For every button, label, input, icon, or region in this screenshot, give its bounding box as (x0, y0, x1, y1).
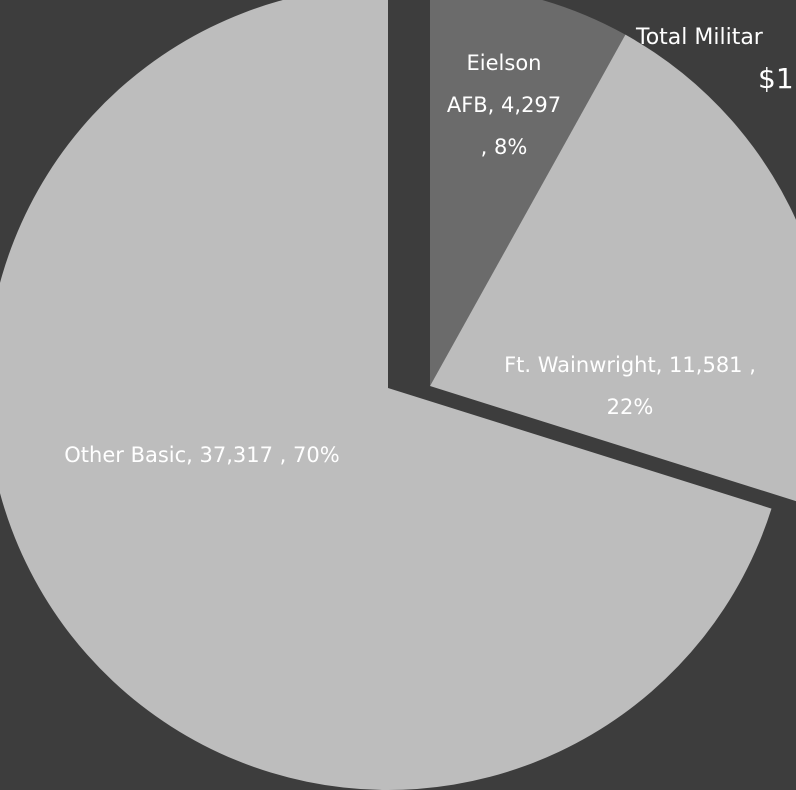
chart-title: Total Militar (635, 25, 764, 50)
labels-layer: Eielson AFB, 4,297 , 8% Ft. Wainwright, 11,… (64, 51, 756, 467)
slice-label: Ft. Wainwright, 11,581 , 22% (504, 353, 756, 419)
slice-label: Eielson AFB, 4,297 , 8% (447, 51, 561, 159)
pie-slice-ft-wainwright (430, 34, 796, 502)
chart-subtitle: $1 (758, 62, 794, 95)
slice-label-line: 22% (607, 395, 654, 419)
pie-slice-eielson-afb (430, 0, 626, 386)
slice-label-line: Eielson (467, 51, 542, 75)
slice-label-line: Other Basic, 37,317 , 70% (64, 443, 339, 467)
slice-label-line: , 8% (481, 135, 528, 159)
slice-label-line: AFB, 4,297 (447, 93, 561, 117)
slice-label-line: Ft. Wainwright, 11,581 , (504, 353, 756, 377)
slice-label: Other Basic, 37,317 , 70% (64, 443, 339, 467)
pie-slice-other-basic (0, 0, 772, 790)
